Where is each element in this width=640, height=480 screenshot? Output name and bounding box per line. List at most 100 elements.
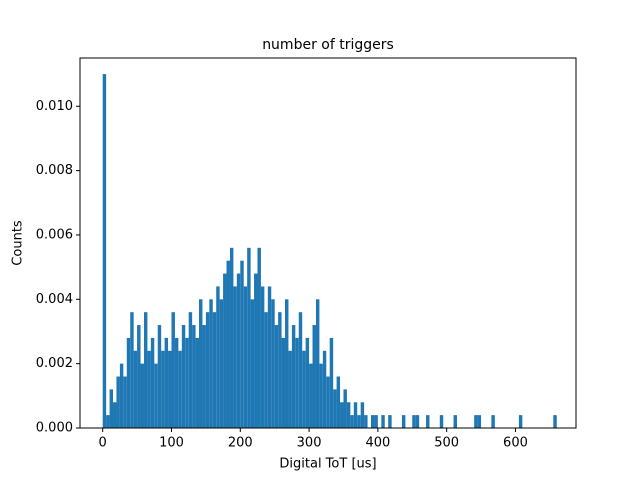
bar xyxy=(147,350,151,428)
bar xyxy=(116,376,120,428)
bar xyxy=(143,312,148,428)
bar xyxy=(205,312,210,428)
bar xyxy=(491,415,495,428)
bar xyxy=(192,325,196,428)
bar xyxy=(195,337,200,428)
bar xyxy=(181,325,186,428)
bar xyxy=(553,415,557,428)
bar xyxy=(288,350,292,428)
bar xyxy=(274,325,279,428)
bar xyxy=(133,350,138,428)
bar xyxy=(219,299,224,428)
bar xyxy=(130,312,134,428)
bar xyxy=(364,415,368,428)
bar xyxy=(174,337,179,428)
bar xyxy=(102,74,107,428)
bar xyxy=(137,325,141,428)
bar xyxy=(223,273,227,428)
bar xyxy=(346,402,351,428)
y-tick-label: 0.004 xyxy=(36,292,73,307)
bar xyxy=(291,325,296,428)
bar xyxy=(202,325,206,428)
bar xyxy=(322,350,327,428)
bar xyxy=(150,337,155,428)
bar xyxy=(302,350,306,428)
bar xyxy=(106,415,110,428)
bar xyxy=(164,337,169,428)
bar xyxy=(388,415,392,428)
bar xyxy=(113,402,117,428)
bar xyxy=(477,415,482,428)
bar xyxy=(305,337,310,428)
bar xyxy=(209,299,213,428)
y-tick-label: 0.006 xyxy=(36,227,73,242)
bar xyxy=(350,415,354,428)
y-tick-label: 0.000 xyxy=(36,421,73,436)
bar xyxy=(370,415,375,428)
bar xyxy=(216,286,220,428)
bar xyxy=(374,415,378,428)
bar xyxy=(254,273,258,428)
bar xyxy=(109,389,114,428)
bar xyxy=(518,415,523,428)
bar xyxy=(260,286,265,428)
bar xyxy=(250,299,255,428)
bar xyxy=(247,247,251,428)
bar xyxy=(285,299,289,428)
bar xyxy=(226,260,230,428)
bar xyxy=(168,350,172,428)
bar xyxy=(119,363,124,428)
bar xyxy=(401,415,406,428)
bar xyxy=(281,337,286,428)
bar xyxy=(315,299,320,428)
y-tick-label: 0.010 xyxy=(36,99,73,114)
bar xyxy=(309,363,313,428)
bar xyxy=(154,363,158,428)
x-tick-label: 500 xyxy=(434,436,459,451)
bar xyxy=(126,337,131,428)
bar xyxy=(298,312,303,428)
bar xyxy=(171,312,175,428)
bar xyxy=(474,415,478,428)
y-tick-label: 0.002 xyxy=(36,356,73,371)
x-tick-label: 300 xyxy=(297,436,322,451)
bars xyxy=(102,74,557,428)
bar xyxy=(357,415,361,428)
bar xyxy=(188,312,193,428)
bar xyxy=(278,312,282,428)
bar xyxy=(185,337,189,428)
bar xyxy=(453,415,457,428)
bar xyxy=(140,363,144,428)
bar xyxy=(360,402,365,428)
bar xyxy=(415,415,420,428)
bar xyxy=(178,350,182,428)
bar xyxy=(426,415,430,428)
bar xyxy=(267,286,272,428)
bar xyxy=(264,312,268,428)
bar xyxy=(326,376,330,428)
bar xyxy=(340,402,344,428)
x-tick-label: 100 xyxy=(159,436,184,451)
bar xyxy=(312,325,316,428)
bar xyxy=(295,337,299,428)
bar xyxy=(240,260,244,428)
bar xyxy=(161,350,165,428)
bar xyxy=(336,376,341,428)
chart-title: number of triggers xyxy=(262,37,394,53)
x-axis-label: Digital ToT [us] xyxy=(279,457,376,472)
x-tick-label: 200 xyxy=(228,436,253,451)
x-tick-label: 0 xyxy=(99,436,107,451)
plot-frame xyxy=(79,57,577,429)
bar xyxy=(236,273,241,428)
bar xyxy=(229,247,234,428)
bar xyxy=(343,389,347,428)
bar xyxy=(157,325,162,428)
bar xyxy=(212,312,217,428)
bar xyxy=(439,415,444,428)
bar xyxy=(329,337,334,428)
x-tick-label: 600 xyxy=(503,436,528,451)
bar xyxy=(353,402,358,428)
bar xyxy=(319,363,323,428)
bar xyxy=(199,299,203,428)
